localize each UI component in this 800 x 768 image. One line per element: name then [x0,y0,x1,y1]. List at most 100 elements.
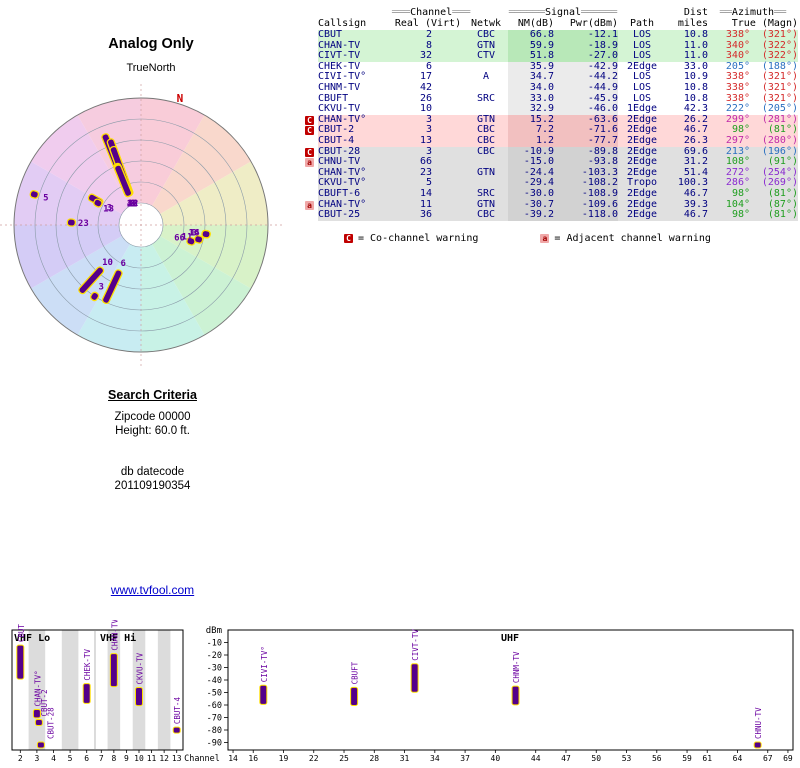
table-cell: -18.9 [554,40,618,52]
table-cell: CHNU-TV [318,156,361,168]
table-cell [432,178,464,189]
radar-channel-label: 11 [182,232,193,242]
table-cell: 33.0 [683,60,708,72]
table-cell: 2 [425,29,432,40]
axis-tick-label: 8 [111,754,116,763]
table-cell: 222° [725,103,750,115]
table-cell: 35.9 [508,61,554,73]
radar-signal-bar [113,164,133,198]
axis-tick-label: 67 [763,754,773,763]
axis-tick-label: -20 [207,651,222,661]
table-cell: 213° [725,145,750,157]
table-cell: -44.2 [554,72,618,83]
table-cell: 98° [731,187,750,199]
table-cell: CBUT-25 [318,209,361,221]
axis-tick-label: 44 [531,754,541,763]
axis-tick-label: 12 [159,754,169,763]
band-signal-bar [32,709,41,719]
co-channel-warning-icon: C [344,234,353,243]
band-signal-bar [511,685,520,706]
table-cell: SRC [476,92,496,104]
table-cell: 13 [419,134,432,146]
table-cell: CKVU-TV [318,103,361,115]
table-cell [432,189,464,200]
radar-signal-bar-group [193,234,204,244]
table-cell: LOS [632,81,652,93]
band-callsign-label: CIVT-TV [411,629,420,661]
radar-channel-label: 3 [191,228,196,238]
table-cell: 8 [425,39,432,51]
table-cell: LOS [632,39,652,51]
axis-tick-label: -40 [207,676,222,686]
table-cell: 98° [731,209,750,221]
adjacent-channel-warning-icon: a [540,234,550,243]
band-signal-bar [36,741,45,749]
table-cell: (205°) [761,103,798,115]
table-cell: 108° [725,156,750,168]
axis-tick-label: 3 [34,754,39,763]
radar-signal-bar-group [113,164,133,198]
axis-tick-label: 40 [491,754,501,763]
radar-sector [141,225,268,289]
table-cell: 42.3 [683,103,708,115]
table-cell: CHAN-TV [318,39,361,51]
table-cell: -93.8 [554,157,618,168]
band-signal-bar [410,663,419,693]
table-cell: -45.9 [554,93,618,105]
table-cell: 3 [425,113,432,125]
table-cell: CHAN-TV° [318,113,367,125]
table-cell: (81°) [767,124,798,136]
table-row: CKVU-TV° 5 -29.4 -108.2 Tropo 100.3 286° (269°) [318,178,798,189]
table-row: a CHNU-TV 66 -15.0 -93.8 2Edge 31.2 108° (91°) [305,156,798,168]
table-cell: Dist [683,7,708,18]
band-callsign-label: CBUT [17,624,26,643]
table-cell: -29.4 [508,178,554,189]
table-cell: 17 [419,71,432,83]
table-row: CBUFT 26 SRC 33.0 -45.9 LOS 10.8 338° (321°) [318,92,798,105]
tvfool-link[interactable]: www.tvfool.com [110,583,195,597]
table-cell: 338° [725,71,750,83]
channel-axis-label: Channel [184,754,220,764]
axis-tick-label: 2 [18,754,23,763]
radar-sector [14,161,141,225]
table-cell: (188°) [761,60,798,72]
table-cell: (269°) [761,177,798,189]
band-signal-bar [259,684,268,705]
table-row: CHEK-TV 6 35.9 -42.9 2Edge 33.0 205° (188°) [318,60,798,73]
radar-signal-bar [66,218,77,227]
table-cell: CIVT-TV [318,50,361,62]
radar-channel-label: 42 [127,200,138,210]
axis-tick-label: -50 [207,689,222,699]
table-cell: -63.6 [554,114,618,126]
table-cell [432,30,464,41]
table-cell: 2Edge [626,145,658,157]
table-cell: 66 [419,156,432,168]
radar-ring [34,118,248,332]
band-shading [157,630,171,750]
table-cell: -39.2 [508,209,554,221]
table-cell: GTN [476,113,496,125]
table-cell [432,210,464,221]
table-cell: 10.8 [683,92,708,104]
table-cell: 98° [731,124,750,136]
table-cell: (91°) [767,156,798,168]
table-cell: 33.0 [508,93,554,105]
table-cell: 104° [725,198,750,210]
table-cell: GTN [476,166,496,178]
radar-sector [141,225,205,352]
table-cell: 46.7 [683,124,708,136]
band-signal-bar [34,719,43,726]
table-cell: 11.0 [683,39,708,51]
table-cell: -109.6 [554,199,618,211]
radar-signal-bar-group [78,266,105,295]
band-callsign-label: CHAN-TV° [33,670,42,706]
table-row: CBUT-25 36 CBC -39.2 -118.0 2Edge 46.7 98° (81°) [318,209,798,221]
table-row: CIVI-TV° 17 A 34.7 -44.2 LOS 10.9 338° (321°) [318,72,798,83]
radar-signal-bar [201,229,211,239]
table-cell: 340° [725,50,750,62]
table-cell: 51.4 [683,166,708,178]
adjacent-channel-legend-item: a = Adjacent channel warning [540,233,711,244]
radar-signal-bar [29,189,40,199]
table-cell: 14 [419,187,432,199]
